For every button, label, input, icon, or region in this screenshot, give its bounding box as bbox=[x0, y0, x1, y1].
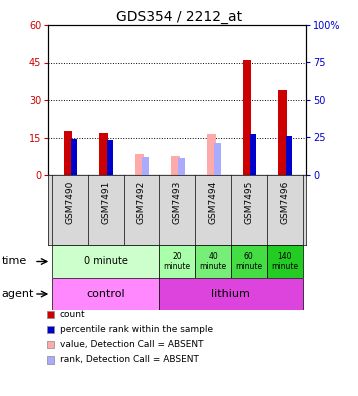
Text: rank, Detection Call = ABSENT: rank, Detection Call = ABSENT bbox=[60, 356, 199, 364]
Bar bbox=[195, 245, 231, 278]
Bar bbox=[243, 60, 251, 175]
Bar bbox=[135, 154, 144, 175]
Text: GSM7493: GSM7493 bbox=[173, 181, 182, 224]
Bar bbox=[52, 245, 159, 278]
Text: lithium: lithium bbox=[212, 289, 250, 299]
Text: value, Detection Call = ABSENT: value, Detection Call = ABSENT bbox=[60, 341, 203, 349]
Bar bbox=[71, 139, 77, 175]
Text: percentile rank within the sample: percentile rank within the sample bbox=[60, 326, 213, 334]
Bar bbox=[286, 136, 292, 175]
Bar bbox=[64, 131, 72, 175]
Bar bbox=[142, 157, 149, 175]
Text: count: count bbox=[60, 310, 86, 319]
Text: agent: agent bbox=[2, 289, 34, 299]
Text: GSM7492: GSM7492 bbox=[137, 181, 146, 224]
Text: GSM7495: GSM7495 bbox=[244, 181, 253, 224]
Text: 60
minute: 60 minute bbox=[235, 252, 262, 271]
Text: GSM7490: GSM7490 bbox=[65, 181, 74, 224]
Text: GDS354 / 2212_at: GDS354 / 2212_at bbox=[116, 10, 242, 24]
Bar bbox=[207, 134, 216, 175]
Bar bbox=[159, 245, 195, 278]
Text: GSM7491: GSM7491 bbox=[101, 181, 110, 224]
Bar bbox=[52, 278, 159, 310]
Bar bbox=[279, 90, 287, 175]
Text: GSM7496: GSM7496 bbox=[280, 181, 289, 224]
Bar bbox=[171, 156, 180, 175]
Text: control: control bbox=[86, 289, 125, 299]
Bar bbox=[178, 158, 185, 175]
Bar bbox=[231, 245, 267, 278]
Text: GSM7494: GSM7494 bbox=[208, 181, 218, 224]
Bar bbox=[159, 278, 303, 310]
Bar bbox=[214, 143, 221, 175]
Bar bbox=[107, 141, 113, 175]
Text: time: time bbox=[2, 257, 27, 267]
Bar bbox=[100, 133, 108, 175]
Bar bbox=[250, 135, 256, 175]
Text: 0 minute: 0 minute bbox=[84, 257, 127, 267]
Text: 20
minute: 20 minute bbox=[164, 252, 191, 271]
Text: 140
minute: 140 minute bbox=[271, 252, 298, 271]
Bar bbox=[267, 245, 303, 278]
Text: 40
minute: 40 minute bbox=[199, 252, 227, 271]
